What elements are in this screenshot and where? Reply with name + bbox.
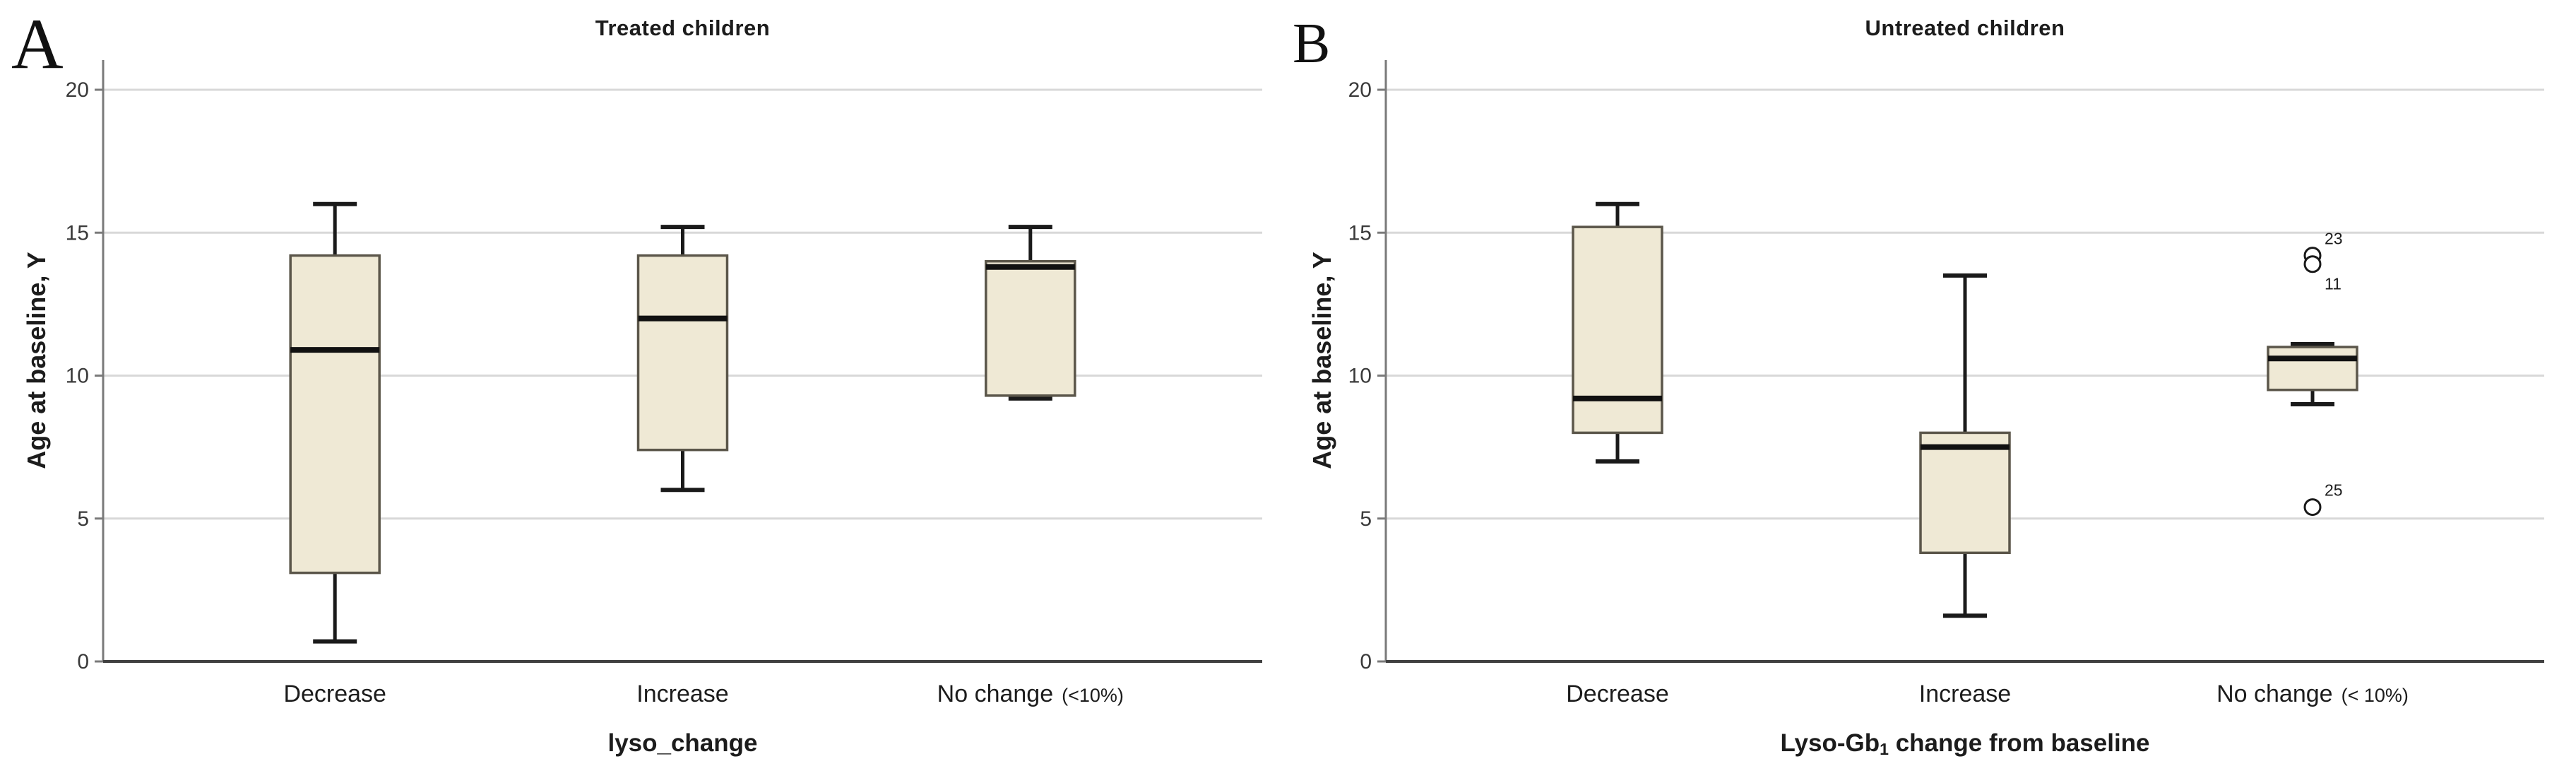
box (289, 254, 381, 575)
box (636, 254, 729, 452)
panel-a-letter: A (11, 4, 64, 84)
panel-a-x-axis-title: lyso_change (103, 729, 1262, 758)
y-tick-label: 5 (77, 507, 89, 531)
outlier-label: 11 (2325, 275, 2341, 293)
x-axis-title-part: 1 (1880, 740, 1889, 759)
category-label: Increase (1919, 681, 2011, 707)
y-tick-label: 15 (1348, 221, 1372, 245)
category-label: Decrease (1566, 681, 1669, 707)
y-tick-label: 20 (1348, 78, 1372, 102)
box (1572, 225, 1663, 435)
category-label: Decrease (283, 681, 386, 707)
panel-a-title: Treated children (595, 16, 771, 40)
outlier-label: 23 (2325, 230, 2343, 248)
x-axis-title-part: change from baseline (1888, 729, 2150, 757)
y-tick-label: 10 (66, 365, 89, 388)
y-tick-label: 15 (66, 221, 89, 245)
x-axis-title-part: Lyso-Gb (1780, 729, 1880, 757)
outlier-point (2303, 498, 2322, 517)
category-label: Increase (636, 681, 728, 707)
box (1919, 431, 2011, 555)
y-tick-label: 0 (1360, 650, 1372, 673)
y-tick-label: 5 (1360, 507, 1372, 531)
category-label: No change (<10%) (937, 681, 1124, 707)
panel-b-x-axis-title: Lyso-Gb1 change from baseline (1386, 729, 2544, 759)
category-label: No change (< 10%) (2216, 681, 2409, 707)
panel-b-title: Untreated children (1865, 16, 2065, 40)
panel-b-letter: B (1293, 13, 1331, 75)
x-axis-title-part: lyso_change (607, 729, 758, 757)
box (2267, 346, 2358, 392)
y-tick-label: 10 (1348, 365, 1372, 388)
box (985, 259, 1076, 397)
outlier-label: 25 (2325, 481, 2343, 500)
outlier-point (2303, 255, 2322, 273)
y-tick-label: 0 (77, 650, 89, 673)
y-tick-label: 20 (66, 78, 89, 102)
